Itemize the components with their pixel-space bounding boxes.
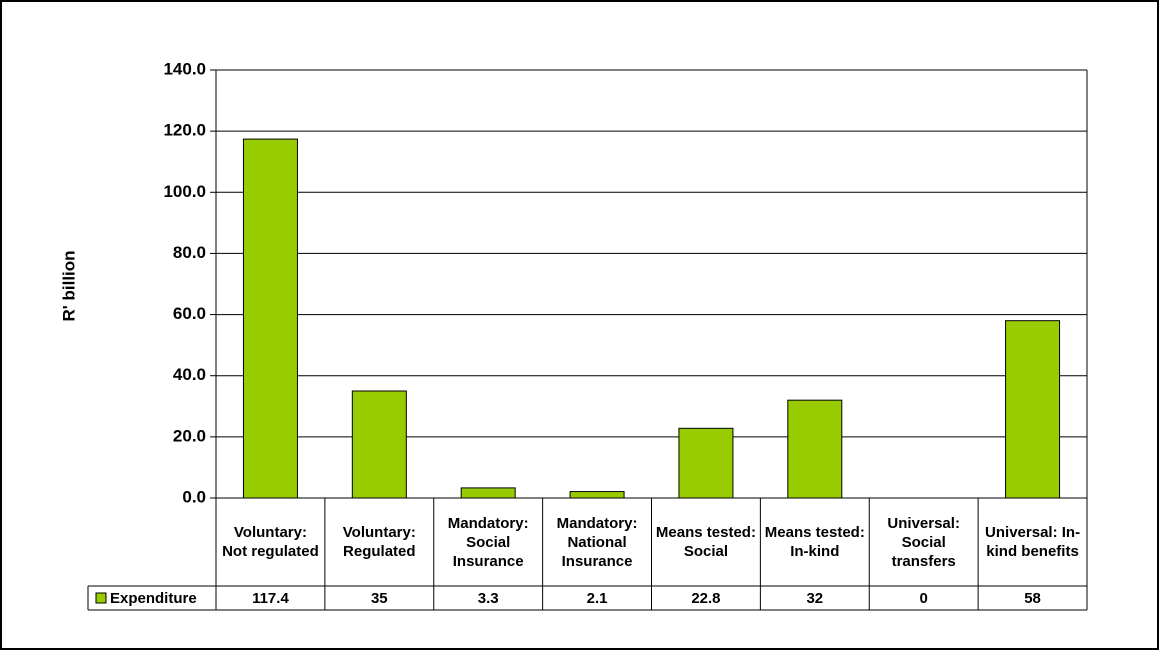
y-tick-label: 80.0 [173,243,206,262]
y-tick-label: 140.0 [163,59,206,78]
x-tick-label: Mandatory: Social Insurance [447,514,529,570]
value-label: 3.3 [478,590,499,607]
x-tick-label: Mandatory: National Insurance [556,514,638,570]
value-label: 22.8 [691,590,720,607]
x-tick-label: Means tested: In-kind [764,524,865,560]
bar [460,487,516,499]
value-label: 32 [806,590,823,607]
legend-label: Expenditure [110,590,197,607]
bar [351,390,407,499]
y-tick-label: 40.0 [173,365,206,384]
y-tick-label: 60.0 [173,304,206,323]
x-tick-label: Means tested: Social [655,524,756,560]
y-tick-label: 100.0 [163,182,206,201]
x-tick-label: Universal: Social transfers [887,514,960,570]
y-tick-label: 0.0 [182,487,206,506]
y-tick-label: 120.0 [163,121,206,140]
legend-key [95,592,107,604]
value-label: 35 [371,590,388,607]
bar [787,399,843,499]
value-label: 117.4 [252,590,289,607]
y-axis-label: R' billion [59,250,78,321]
x-tick-label: Universal: In-kind benefits [985,524,1081,560]
bar [569,491,625,499]
y-tick-label: 20.0 [173,426,206,445]
value-label: 58 [1024,590,1041,607]
bar [678,427,734,499]
value-label: 2.1 [587,590,608,607]
bar [242,138,298,499]
x-tick-label: Voluntary: Not regulated [222,524,319,560]
x-tick-label: Voluntary: Regulated [342,524,416,560]
value-label: 0 [920,590,928,607]
bar [1005,320,1061,499]
